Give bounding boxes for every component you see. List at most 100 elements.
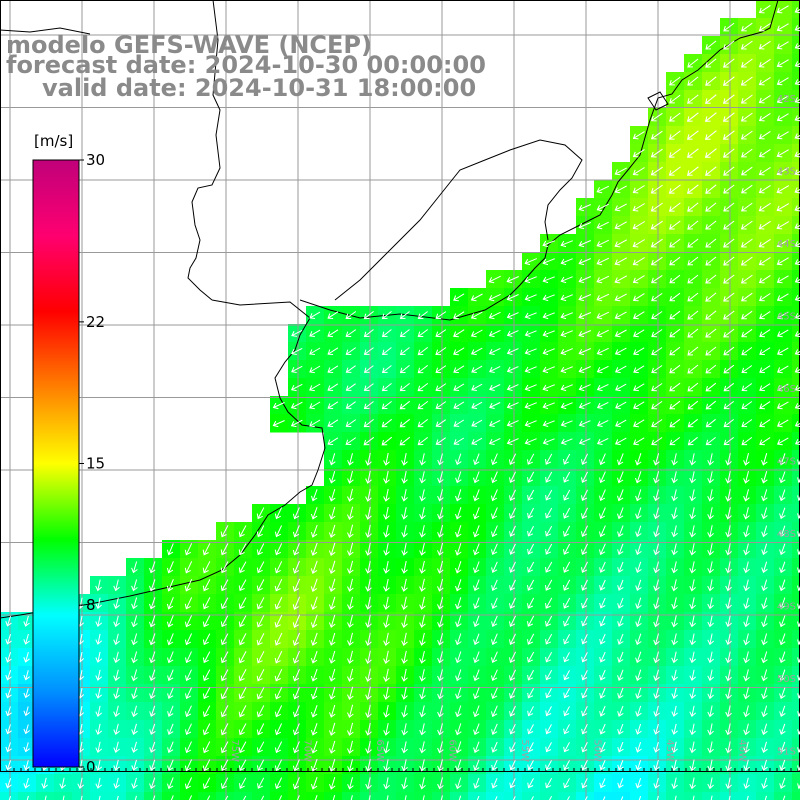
wind-arrow [220,651,229,664]
wind-arrow [620,796,624,800]
wind-arrow [327,437,339,445]
wind-arrow [653,525,660,538]
wind-arrow [650,166,663,176]
wind-arrow [184,597,193,610]
wind-arrow [632,239,645,248]
wind-arrow [632,275,645,284]
wind-arrow [419,759,426,772]
wind-arrow [687,382,699,392]
wind-arrow [170,795,174,800]
wind-arrow [614,293,627,302]
wind-arrow [437,542,444,556]
wind-arrow [238,597,247,610]
wind-arrow [581,687,588,699]
wind-arrow [149,633,156,646]
wind-arrow [291,329,303,337]
wind-arrow [653,687,660,700]
wind-arrow [257,777,265,789]
wind-cell [792,522,800,541]
wind-arrow [617,723,624,735]
wind-arrow [560,384,573,392]
wind-arrow [794,438,800,445]
wind-arrow [167,759,174,772]
wind-arrow [599,525,606,538]
wind-arrow [596,383,609,392]
wind-arrow [238,705,247,718]
wind-arrow [365,596,372,610]
wind-cell [792,666,800,685]
wind-arrow [437,723,444,736]
wind-cell [792,36,800,55]
wind-arrow [184,759,193,772]
wind-arrow [614,365,627,374]
wind-arrow [759,347,771,356]
wind-arrow [614,329,627,338]
wind-cell [288,792,307,800]
wind-arrow [383,704,390,718]
wind-arrow [635,615,642,628]
wind-arrow [653,741,660,753]
wind-arrow [776,149,789,158]
wind-arrow [491,615,498,627]
wind-arrow [705,437,716,446]
wind-arrow [417,311,428,319]
wind-cell [522,792,541,800]
wind-arrow [705,382,717,392]
wind-cell [792,612,800,631]
wind-arrow [149,579,156,592]
wind-arrow [329,632,336,646]
lon-label: 40W [737,739,748,762]
wind-arrow [202,777,211,790]
wind-arrow [202,615,211,628]
wind-cell [450,792,469,800]
wind-cell [126,792,145,800]
wind-arrow [290,383,303,392]
wind-cell [162,792,181,800]
wind-arrow [668,166,681,176]
wind-arrow [651,274,663,284]
wind-arrow [633,347,645,356]
wind-arrow [779,687,786,700]
wind-arrow [776,347,789,356]
wind-arrow [347,542,354,557]
wind-arrow [779,633,786,646]
wind-arrow [779,471,786,484]
wind-arrow [310,687,318,700]
wind-arrow [689,741,696,754]
wind-arrow [332,795,336,800]
wind-arrow [220,687,229,700]
wind-cell [792,468,800,487]
wind-arrow [524,312,537,319]
wind-arrow [581,633,588,645]
wind-arrow [617,705,624,717]
wind-arrow [669,112,681,122]
wind-arrow [309,401,321,410]
wind-arrow [687,202,699,212]
wind-arrow [437,777,444,790]
wind-arrow [383,543,390,556]
wind-arrow [453,347,465,356]
wind-arrow [581,543,589,555]
wind-arrow [617,597,624,609]
wind-arrow [365,614,372,628]
wind-arrow [794,187,800,194]
wind-arrow [668,148,681,158]
wind-arrow [563,652,570,663]
wind-cell [504,792,523,800]
wind-arrow [705,184,717,194]
wind-arrow [23,688,30,699]
wind-arrow [274,650,283,664]
wind-arrow [347,506,354,521]
wind-arrow [542,294,555,302]
wind-arrow [220,561,229,574]
wind-arrow [473,741,480,754]
wind-arrow [653,615,660,628]
wind-arrow [687,310,699,320]
wind-arrow [669,220,681,230]
wind-arrow [599,471,606,484]
wind-arrow [776,203,790,212]
wind-arrow [689,543,696,556]
wind-arrow [238,615,247,628]
wind-arrow [614,167,627,176]
wind-arrow [524,402,537,410]
